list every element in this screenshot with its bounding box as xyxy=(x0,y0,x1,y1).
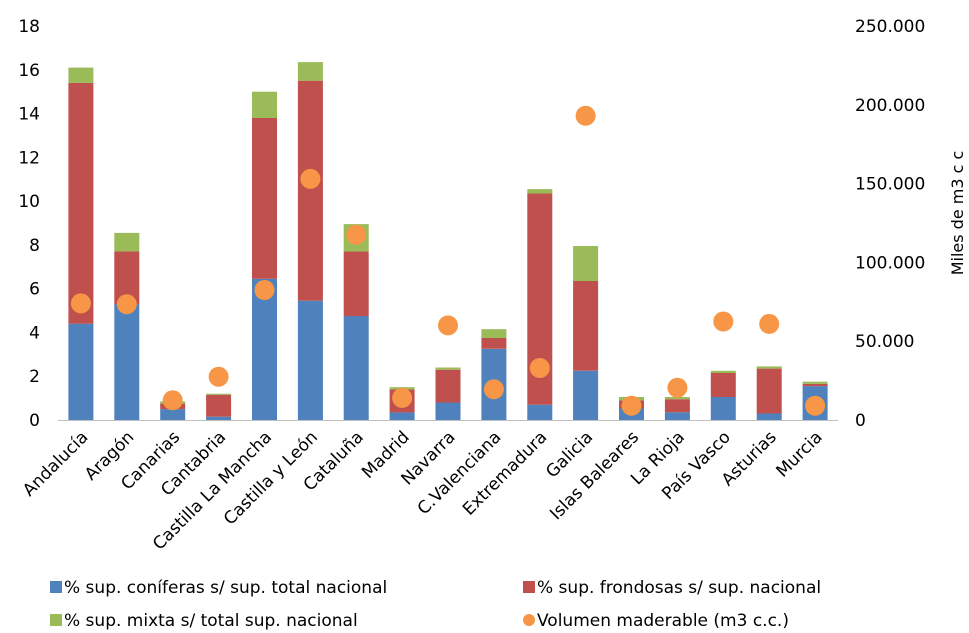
legend-label: % sup. frondosas s/ sup. nacional xyxy=(537,578,821,598)
volume-marker-3 xyxy=(208,366,229,387)
bar-segment-s1-16 xyxy=(802,383,828,387)
volume-marker-8 xyxy=(438,315,458,336)
bar-segment-s1-11 xyxy=(573,281,599,371)
left-tick-label: 4 xyxy=(29,323,40,343)
bar-segment-s1-4 xyxy=(252,117,277,279)
bar-segment-s2-16 xyxy=(802,381,828,384)
bar-segment-s0-1 xyxy=(114,304,140,420)
left-tick-label: 18 xyxy=(18,17,40,37)
left-tick-label: 0 xyxy=(29,411,40,431)
right-tick-label: 50.000 xyxy=(855,332,914,352)
legend-label: % sup. coníferas s/ sup. total nacional xyxy=(64,578,387,598)
right-tick-label: 250.000 xyxy=(855,17,925,37)
category-label: Murcia xyxy=(773,427,827,481)
bar-segment-s0-11 xyxy=(573,370,599,421)
volume-marker-16 xyxy=(805,395,826,416)
left-tick-label: 2 xyxy=(29,367,40,387)
volume-marker-1 xyxy=(116,294,137,315)
volume-marker-2 xyxy=(162,390,183,411)
bar-segment-s0-3 xyxy=(206,416,232,420)
volume-marker-10 xyxy=(529,358,550,378)
volume-marker-6 xyxy=(346,224,367,245)
volume-marker-12 xyxy=(621,395,642,416)
legend-swatch xyxy=(50,614,62,626)
right-axis-title: Miles de m3 c c xyxy=(948,151,967,276)
right-tick-label: 0 xyxy=(855,411,866,431)
bar-segment-s2-4 xyxy=(252,91,277,118)
bar-segment-s0-13 xyxy=(664,412,690,420)
bar-segment-s1-6 xyxy=(343,251,369,317)
left-axis-ticks: 0 2 4 6 8 10 12 14 16 18 xyxy=(18,17,40,431)
legend-label: % sup. mixta s/ total sup. nacional xyxy=(64,611,358,631)
bar-segment-s2-11 xyxy=(573,246,599,281)
bar-segment-s0-2 xyxy=(160,409,186,420)
bar-segment-s1-14 xyxy=(710,372,736,397)
bar-segment-s1-8 xyxy=(435,369,461,403)
volume-marker-15 xyxy=(759,313,780,334)
bar-segment-s2-1 xyxy=(114,232,140,252)
volume-marker-7 xyxy=(392,387,413,408)
right-tick-label: 150.000 xyxy=(855,175,925,195)
volume-marker-4 xyxy=(254,280,275,300)
bar-segment-s1-5 xyxy=(297,80,323,301)
bar-segment-s2-0 xyxy=(68,67,94,83)
bar-segment-s1-15 xyxy=(756,368,782,414)
legend: % sup. coníferas s/ sup. total nacional%… xyxy=(50,578,821,631)
legend-label: Volumen maderable (m3 c.c.) xyxy=(537,611,789,631)
bar-segment-s1-13 xyxy=(664,399,690,413)
bar-segment-s2-14 xyxy=(710,370,736,373)
volume-marker-14 xyxy=(713,311,734,332)
bar-segment-s1-0 xyxy=(68,82,94,324)
bar-segment-s1-3 xyxy=(206,394,232,417)
legend-swatch xyxy=(523,614,535,626)
left-tick-label: 10 xyxy=(18,192,40,212)
legend-swatch xyxy=(523,581,535,593)
bar-segment-s2-5 xyxy=(297,62,323,81)
right-tick-label: 200.000 xyxy=(855,96,925,116)
volume-marker-0 xyxy=(70,293,91,314)
left-tick-label: 8 xyxy=(29,236,40,256)
bar-segment-s0-14 xyxy=(710,397,736,420)
bar-segment-s0-8 xyxy=(435,402,461,420)
bar-segment-s2-15 xyxy=(756,366,782,369)
bar-segment-s2-13 xyxy=(664,397,690,400)
bar-segment-s2-9 xyxy=(481,329,507,338)
left-tick-label: 6 xyxy=(29,280,40,300)
left-tick-label: 12 xyxy=(18,148,40,168)
markers-layer xyxy=(70,105,826,416)
bar-segment-s0-4 xyxy=(252,278,277,420)
bar-segment-s0-15 xyxy=(756,413,782,420)
bar-segment-s0-7 xyxy=(389,412,415,420)
volume-marker-11 xyxy=(575,105,596,126)
volume-marker-5 xyxy=(300,168,321,189)
bar-segment-s0-0 xyxy=(68,323,94,420)
right-tick-label: 100.000 xyxy=(855,253,925,273)
category-labels: AndalucíaAragónCanariasCantabriaCastilla… xyxy=(19,427,826,554)
bar-segment-s0-6 xyxy=(343,316,369,420)
left-tick-label: 14 xyxy=(18,105,40,125)
bar-segment-s2-8 xyxy=(435,367,461,370)
bar-segment-s1-9 xyxy=(481,337,507,349)
bar-segment-s2-10 xyxy=(527,189,553,194)
volume-marker-13 xyxy=(667,377,688,398)
right-axis-ticks: 0 50.000 100.000 150.000 200.000 250.000 xyxy=(855,17,925,431)
bar-segment-s2-3 xyxy=(206,393,232,395)
volume-marker-9 xyxy=(483,379,504,400)
category-label: Andalucía xyxy=(19,427,92,500)
left-tick-label: 16 xyxy=(18,61,40,81)
legend-swatch xyxy=(50,581,62,593)
bar-segment-s0-10 xyxy=(527,404,553,420)
bars-layer xyxy=(68,62,828,421)
bar-segment-s0-5 xyxy=(297,300,323,420)
